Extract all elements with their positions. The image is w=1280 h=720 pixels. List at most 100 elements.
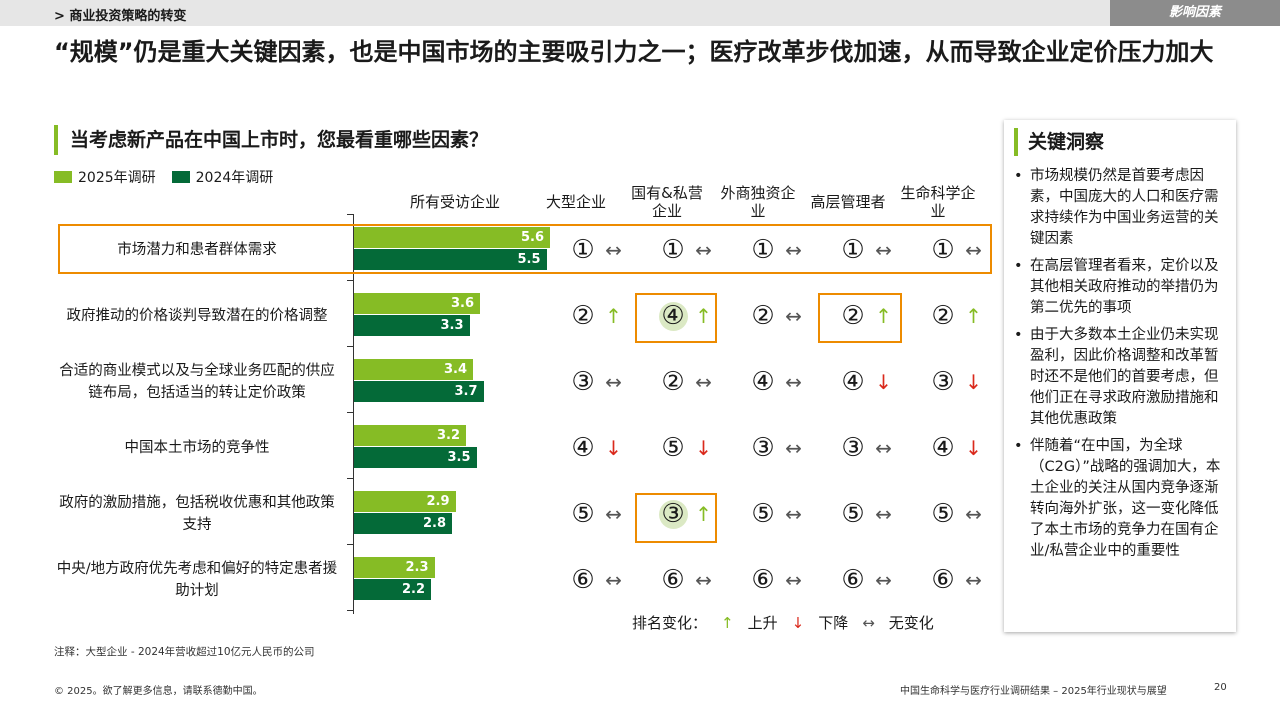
page-title: “规模”仍是重大关键因素，也是中国市场的主要吸引力之一；医疗改革步伐加速，从而导…	[54, 38, 1214, 66]
key-insights-list: • 市场规模仍然是首要考虑因素，中国庞大的人口和医疗需求持续作为中国业务运营的关键…	[1014, 166, 1226, 562]
category-label: 中央/地方政府优先考虑和偏好的特定患者援助计划	[56, 561, 338, 599]
rank-cell: ③ ↔	[822, 432, 912, 464]
highlight-cell-soe-incentive	[635, 493, 717, 543]
rank-cell: ③ ↔	[552, 366, 642, 398]
arrow-both-icon: ↔	[605, 568, 622, 592]
bar-2025: 3.2	[354, 425, 466, 446]
rank-cell: ② ↑	[822, 300, 912, 332]
breadcrumb: > 商业投资策略的转变	[54, 9, 187, 24]
rank-cell: ⑤ ↓	[642, 432, 732, 464]
highlight-row-market	[58, 224, 992, 274]
bar-2024: 3.7	[354, 381, 484, 402]
rank-number: ⑤	[661, 433, 685, 463]
highlight-cell-exec-price	[818, 293, 902, 343]
ranking-legend-label: 排名变化：	[632, 614, 708, 632]
column-header-large: 大型企业	[545, 193, 606, 211]
rank-cell: ⑤ ↔	[822, 498, 912, 530]
legend-label-2024: 2024年调研	[195, 170, 274, 186]
axis-tick	[347, 544, 353, 545]
legend-item-2025: 2025年调研	[54, 167, 156, 187]
arrow-both-icon: ↔	[965, 238, 982, 262]
arrow-down-icon: ↓	[875, 370, 892, 394]
insight-text: 由于大多数本土企业仍未实现盈利，因此价格调整和改革暂时还不是他们的首要考虑，但他…	[1030, 327, 1219, 427]
top-bar: > 商业投资策略的转变 影响因素	[0, 0, 1280, 26]
rank-number: ④	[841, 367, 865, 397]
arrow-down-icon: ↓	[965, 370, 982, 394]
arrow-both-icon: ↔	[605, 502, 622, 526]
bar-2024: 2.8	[354, 513, 452, 534]
bar-2024: 2.2	[354, 579, 431, 600]
rank-cell: ⑤ ↔	[912, 498, 1002, 530]
arrow-both-icon: ↔	[965, 568, 982, 592]
rank-cell: ① ↔	[642, 234, 732, 266]
bar-2025: 3.4	[354, 359, 473, 380]
chart-axis	[353, 214, 354, 614]
rank-cell: ① ↔	[912, 234, 1002, 266]
rank-number: ④	[931, 433, 955, 463]
key-insights-title: 关键洞察	[1014, 128, 1226, 156]
rank-cell: ⑥ ↔	[552, 564, 642, 596]
arrow-both-icon: ↔	[862, 613, 875, 632]
report-title: 中国生命科学与医疗行业调研结果 – 2025年行业现状与展望	[900, 686, 1167, 697]
axis-tick	[347, 280, 353, 281]
arrow-both-icon: ↔	[875, 238, 892, 262]
copyright: © 2025。欲了解更多信息，请联系德勤中国。	[54, 686, 263, 697]
arrow-up-icon: ↑	[965, 304, 982, 328]
rank-number: ④	[571, 433, 595, 463]
arrow-both-icon: ↔	[785, 238, 802, 262]
rank-cell: ⑥ ↔	[822, 564, 912, 596]
category-label: 市场潜力和患者群体需求	[117, 242, 277, 258]
rank-number: ④	[751, 367, 775, 397]
bar-2024: 5.5	[354, 249, 547, 270]
bar-2025: 5.6	[354, 227, 550, 248]
rank-cell: ⑥ ↔	[732, 564, 822, 596]
rank-number: ①	[661, 235, 685, 265]
rank-cell: ④ ↓	[912, 432, 1002, 464]
bar-2025: 3.6	[354, 293, 480, 314]
insight-item: • 市场规模仍然是首要考虑因素，中国庞大的人口和医疗需求持续作为中国业务运营的关键…	[1014, 166, 1226, 250]
chart-legend: 2025年调研 2024年调研	[54, 167, 273, 187]
arrow-up-icon: ↑	[875, 304, 892, 328]
category-label: 中国本土市场的竞争性	[124, 440, 270, 456]
insight-text: 伴随着“在中国，为全球（C2G）”战略的强调加大，本土企业的关注从国内竞争逐渐转…	[1030, 438, 1221, 559]
arrow-up-icon: ↑	[605, 304, 622, 328]
arrow-down-icon: ↓	[791, 613, 805, 632]
rank-number: ⑤	[841, 499, 865, 529]
column-header-lifesci: 生命科学企业	[900, 184, 976, 220]
arrow-both-icon: ↔	[785, 304, 802, 328]
bar-2024: 3.5	[354, 447, 477, 468]
arrow-both-icon: ↔	[785, 568, 802, 592]
rank-cell: ⑥ ↔	[912, 564, 1002, 596]
section-tag: 影响因素	[1110, 0, 1280, 26]
rank-number: ④	[658, 301, 688, 331]
arrow-both-icon: ↔	[785, 370, 802, 394]
rank-number: ①	[751, 235, 775, 265]
rank-cell: ① ↔	[822, 234, 912, 266]
rank-cell: ① ↔	[552, 234, 642, 266]
arrow-both-icon: ↔	[695, 238, 712, 262]
rank-number: ③	[751, 433, 775, 463]
legend-label-2025: 2025年调研	[78, 170, 156, 186]
insight-text: 市场规模仍然是首要考虑因素，中国庞大的人口和医疗需求持续作为中国业务运营的关键因…	[1030, 168, 1219, 247]
bar-2025: 2.9	[354, 491, 456, 512]
column-header-all: 所有受访企业	[409, 193, 500, 211]
rank-cell: ② ↔	[642, 366, 732, 398]
rank-cell: ④ ↓	[552, 432, 642, 464]
axis-tick	[347, 412, 353, 413]
rank-number: ②	[931, 301, 955, 331]
rank-cell: ④ ↑	[642, 300, 732, 332]
column-header-soe: 国有&私营企业	[631, 184, 703, 220]
arrow-both-icon: ↔	[875, 568, 892, 592]
rank-cell: ⑥ ↔	[642, 564, 732, 596]
rank-number: ③	[571, 367, 595, 397]
arrow-both-icon: ↔	[785, 436, 802, 460]
rank-number: ⑥	[931, 565, 955, 595]
rank-number: ③	[931, 367, 955, 397]
arrow-both-icon: ↔	[695, 370, 712, 394]
rank-cell: ⑤ ↔	[732, 498, 822, 530]
rank-cell: ③ ↔	[732, 432, 822, 464]
bar-2024: 3.3	[354, 315, 470, 336]
category-label: 政府推动的价格谈判导致潜在的价格调整	[66, 308, 328, 324]
insight-item: • 伴随着“在中国，为全球（C2G）”战略的强调加大，本土企业的关注从国内竞争逐渐…	[1014, 436, 1226, 562]
rank-number: ⑥	[661, 565, 685, 595]
